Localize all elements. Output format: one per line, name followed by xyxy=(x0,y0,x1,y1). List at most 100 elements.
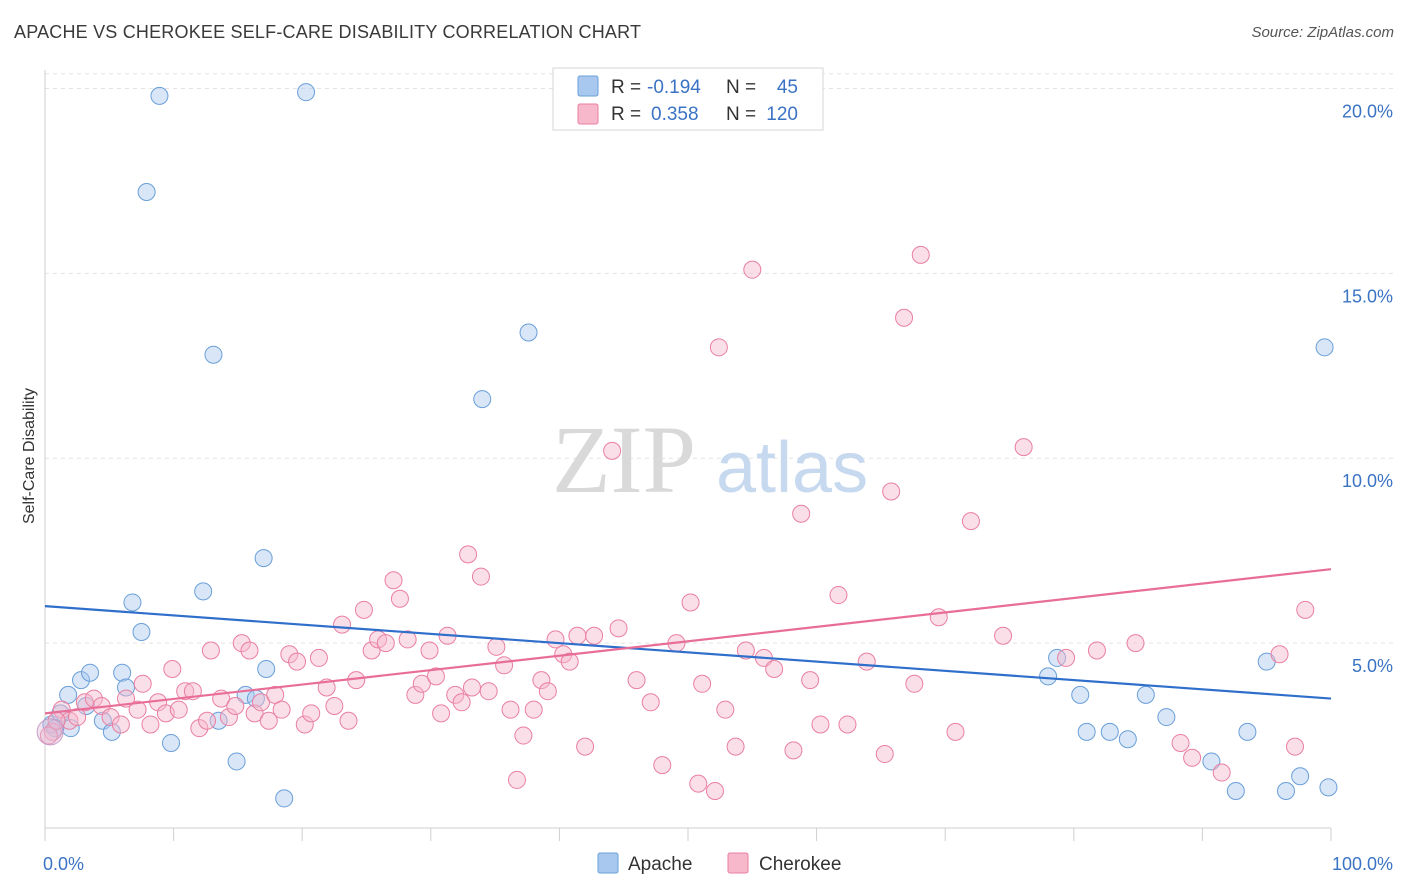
apache-point xyxy=(1136,685,1155,704)
data-points xyxy=(36,83,1338,808)
legend-swatch-cherokee xyxy=(577,103,599,125)
x-tick-label-max: 100.0% xyxy=(1332,854,1393,874)
cherokee-point xyxy=(706,782,725,801)
legend-apache-r-value: -0.194 xyxy=(647,77,701,98)
cherokee-point xyxy=(426,667,445,686)
cherokee-point xyxy=(176,682,195,701)
cherokee-point xyxy=(905,674,924,693)
apache-point xyxy=(150,86,169,105)
apache-point xyxy=(194,582,213,601)
cherokee-point xyxy=(911,245,930,264)
cherokee-point xyxy=(882,482,901,501)
cherokee-point xyxy=(432,704,451,723)
apache-point xyxy=(1226,782,1245,801)
legend-cherokee-r-value: 0.358 xyxy=(651,104,699,125)
chart-title: APACHE VS CHEROKEE SELF-CARE DISABILITY … xyxy=(14,22,642,42)
cherokee-point xyxy=(280,645,299,664)
cherokee-point xyxy=(1285,737,1304,756)
cherokee-point xyxy=(101,708,120,727)
cherokee-point xyxy=(857,652,876,671)
cherokee-point xyxy=(507,770,526,789)
cherokee-point xyxy=(681,593,700,612)
cherokee-point xyxy=(736,641,755,660)
watermark-zip: ZIP xyxy=(552,406,696,513)
cherokee-point xyxy=(309,648,328,667)
apache-point xyxy=(257,660,276,679)
bottom-legend-label-cherokee: Cherokee xyxy=(759,854,841,875)
cherokee-point xyxy=(609,619,628,638)
legend-top: R = -0.194 N = 45 R = 0.358 N = 120 xyxy=(552,67,824,131)
cherokee-point xyxy=(514,726,533,745)
cherokee-point xyxy=(641,693,660,712)
cherokee-point xyxy=(653,756,672,775)
cherokee-point xyxy=(1171,733,1190,752)
cherokee-point xyxy=(576,737,595,756)
cherokee-point xyxy=(420,641,439,660)
cherokee-point xyxy=(462,678,481,697)
cherokee-point xyxy=(994,626,1013,645)
cherokee-point xyxy=(272,700,291,719)
cherokee-point xyxy=(716,700,735,719)
cherokee-point xyxy=(693,674,712,693)
apache-point xyxy=(275,789,294,808)
cherokee-point xyxy=(201,641,220,660)
apache-point xyxy=(1291,767,1310,786)
grid-lines xyxy=(45,73,1395,644)
apache-point xyxy=(72,671,91,690)
bottom-legend-swatch-apache xyxy=(597,852,619,874)
cherokee-point xyxy=(406,685,425,704)
legend-swatch-apache xyxy=(577,75,599,97)
cherokee-point xyxy=(163,660,182,679)
cherokee-point xyxy=(302,704,321,723)
cherokee-point xyxy=(801,671,820,690)
cherokee-point xyxy=(829,586,848,605)
overlap-point xyxy=(36,718,64,746)
cherokee-point xyxy=(1014,438,1033,457)
y-tick-label: 5.0% xyxy=(1352,656,1393,676)
cherokee-point xyxy=(459,545,478,564)
cherokee-point xyxy=(524,700,543,719)
cherokee-point xyxy=(603,441,622,460)
apache-point xyxy=(162,733,181,752)
cherokee-point xyxy=(141,715,160,734)
cherokee-point xyxy=(743,260,762,279)
cherokee-point xyxy=(471,567,490,586)
cherokee-point xyxy=(689,774,708,793)
cherokee-point xyxy=(68,708,87,727)
legend-apache-n-label: N = xyxy=(726,77,756,98)
cherokee-point xyxy=(501,700,520,719)
apache-point xyxy=(81,663,100,682)
legend-bottom: Apache Cherokee xyxy=(597,852,841,875)
cherokee-point xyxy=(325,696,344,715)
apache-point xyxy=(132,623,151,642)
cherokee-point xyxy=(1126,634,1145,653)
watermark: ZIP atlas xyxy=(552,406,868,513)
cherokee-point xyxy=(838,715,857,734)
cherokee-point xyxy=(1057,648,1076,667)
y-tick-label: 20.0% xyxy=(1342,101,1393,121)
apache-trend-line xyxy=(44,605,1332,700)
cherokee-point xyxy=(133,674,152,693)
cherokee-point xyxy=(792,504,811,523)
apache-point xyxy=(1048,648,1067,667)
apache-point xyxy=(123,593,142,612)
cherokee-point xyxy=(538,682,557,701)
cherokee-point xyxy=(190,719,209,738)
apache-point xyxy=(1077,722,1096,741)
cherokee-point xyxy=(1296,600,1315,619)
apache-point xyxy=(113,663,132,682)
apache-point xyxy=(1039,667,1058,686)
cherokee-point xyxy=(811,715,830,734)
y-tick-labels: 5.0% 10.0% 15.0% 20.0% xyxy=(1342,101,1393,676)
cherokee-point xyxy=(376,634,395,653)
cherokee-point xyxy=(961,512,980,531)
cherokee-point xyxy=(412,674,431,693)
cherokee-point xyxy=(232,634,251,653)
cherokee-point xyxy=(111,715,130,734)
legend-apache-r-label: R = xyxy=(611,77,641,98)
cherokee-point xyxy=(333,615,352,634)
apache-point xyxy=(1319,778,1338,797)
legend-apache-n-value: 45 xyxy=(777,77,798,98)
cherokee-point xyxy=(384,571,403,590)
